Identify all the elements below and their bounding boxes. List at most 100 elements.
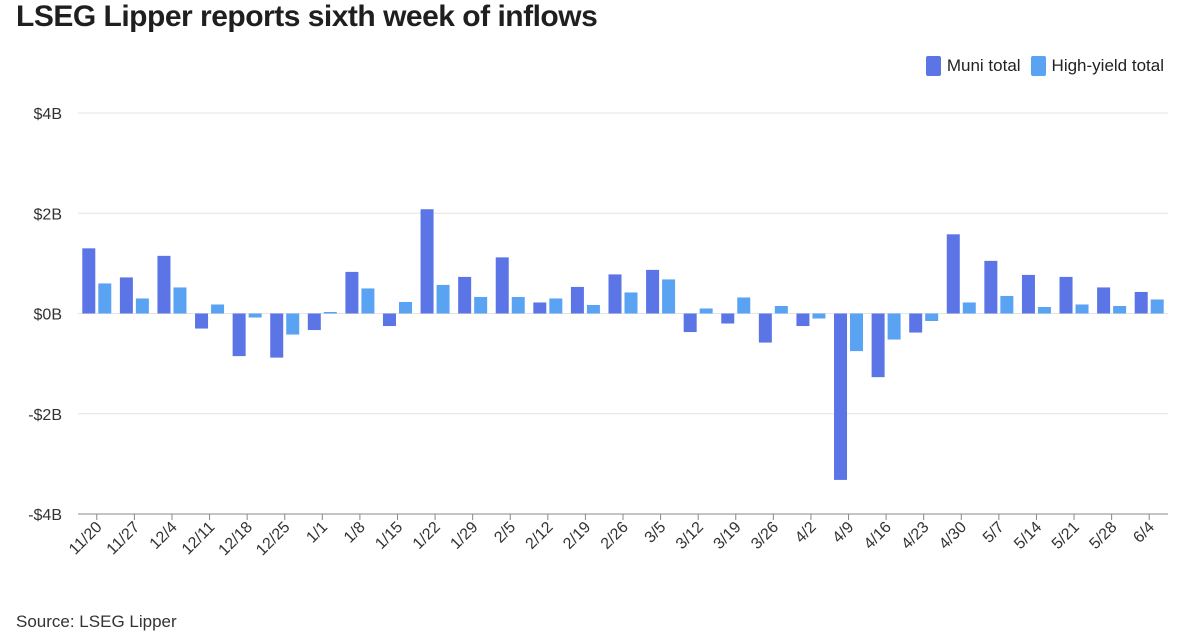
bar-muni <box>382 313 396 327</box>
bar-high-yield <box>323 311 337 314</box>
x-tick-label: 6/4 <box>1130 519 1158 547</box>
legend-swatch-high-yield <box>1030 56 1046 76</box>
legend-label-muni: Muni total <box>946 56 1021 75</box>
x-tick-label: 1/1 <box>303 519 331 547</box>
x-tick-label: 3/5 <box>642 519 670 547</box>
bar-high-yield <box>1037 306 1051 314</box>
bar-high-yield <box>1113 305 1127 314</box>
x-tick-label: 5/21 <box>1049 519 1083 553</box>
x-tick-label: 3/26 <box>748 519 782 553</box>
bar-muni <box>1059 276 1073 314</box>
x-tick-label: 4/16 <box>861 519 895 553</box>
chart-title: LSEG Lipper reports sixth week of inflow… <box>16 0 598 33</box>
bar-muni <box>984 260 998 314</box>
x-tick-label: 11/20 <box>66 519 106 559</box>
bar-high-yield <box>1150 299 1164 314</box>
bar-muni <box>721 313 735 324</box>
bar-high-yield <box>1075 304 1089 314</box>
y-tick-label: $2B <box>34 206 62 223</box>
bar-muni <box>82 248 96 314</box>
bar-muni <box>533 302 547 314</box>
y-tick-label: $0B <box>34 307 62 324</box>
x-tick-label: 12/11 <box>179 519 219 559</box>
bar-muni <box>946 234 960 314</box>
x-tick-label: 5/7 <box>980 519 1008 547</box>
bar-muni <box>1134 291 1148 314</box>
bar-high-yield <box>511 296 525 314</box>
x-tick-label: 3/12 <box>673 519 707 553</box>
x-tick-label: 12/25 <box>253 519 293 559</box>
bar-muni <box>570 286 584 314</box>
bar-muni <box>157 255 171 314</box>
bar-muni <box>307 313 321 331</box>
x-tick-label: 12/18 <box>216 519 256 559</box>
y-tick-label: -$2B <box>28 407 62 424</box>
bar-high-yield <box>812 313 826 319</box>
bar-muni <box>683 313 697 333</box>
x-tick-label: 3/19 <box>711 519 745 553</box>
bar-muni <box>1021 274 1035 314</box>
bar-muni <box>758 313 772 343</box>
x-tick-label: 4/23 <box>898 519 932 553</box>
bar-high-yield <box>887 313 901 340</box>
bar-high-yield <box>624 292 638 314</box>
bar-high-yield <box>211 304 225 314</box>
bar-muni <box>1097 287 1111 314</box>
y-tick-label: -$4B <box>28 507 62 524</box>
legend: Muni total High-yield total <box>925 56 1164 76</box>
bar-muni <box>495 257 509 314</box>
legend-swatch-muni <box>925 56 941 76</box>
x-tick-label: 4/30 <box>936 519 970 553</box>
bar-high-yield <box>737 297 751 314</box>
bar-muni <box>195 313 209 329</box>
bar-high-yield <box>398 301 412 314</box>
bar-muni <box>834 313 848 480</box>
bar-high-yield <box>173 287 187 314</box>
bar-high-yield <box>549 298 563 314</box>
bar-muni <box>232 313 246 357</box>
x-tick-label: 5/14 <box>1011 519 1045 553</box>
bar-high-yield <box>925 313 939 322</box>
bar-high-yield <box>586 304 600 314</box>
bar-muni <box>646 269 660 314</box>
bar-high-yield <box>361 288 375 314</box>
x-tick-label: 4/9 <box>830 519 858 547</box>
bar-high-yield <box>135 298 149 314</box>
bar-high-yield <box>662 279 676 314</box>
x-tick-label: 1/22 <box>410 519 444 553</box>
y-tick-label: $4B <box>34 106 62 123</box>
bar-muni <box>458 276 472 314</box>
bar-muni <box>270 313 284 358</box>
bar-muni <box>608 274 622 314</box>
bar-muni <box>420 209 434 314</box>
x-tick-label: 4/2 <box>792 519 820 547</box>
bar-muni <box>119 277 133 314</box>
x-tick-label: 11/27 <box>104 519 144 559</box>
bar-high-yield <box>248 313 262 318</box>
bar-high-yield <box>98 283 112 314</box>
x-tick-label: 1/29 <box>447 519 481 553</box>
legend-item-muni: Muni total <box>925 56 1021 76</box>
bar-high-yield <box>699 308 713 314</box>
legend-label-high-yield: High-yield total <box>1051 56 1164 75</box>
x-tick-label: 2/26 <box>598 519 632 553</box>
x-tick-label: 2/19 <box>560 519 594 553</box>
source-note: Source: LSEG Lipper <box>16 612 177 631</box>
bar-high-yield <box>436 284 450 314</box>
bar-high-yield <box>774 305 788 314</box>
x-tick-label: 1/15 <box>372 519 406 553</box>
x-tick-label: 2/5 <box>491 519 519 547</box>
bar-muni <box>345 271 359 314</box>
bar-muni <box>871 313 885 378</box>
bar-muni <box>796 313 810 327</box>
x-tick-label: 2/12 <box>523 519 557 553</box>
legend-item-high-yield: High-yield total <box>1030 56 1164 76</box>
x-tick-label: 1/8 <box>341 519 369 547</box>
bar-high-yield <box>474 296 488 314</box>
x-tick-label: 12/4 <box>147 519 181 553</box>
bar-high-yield <box>286 313 300 335</box>
bar-high-yield <box>850 313 864 352</box>
bar-muni <box>909 313 923 333</box>
bar-high-yield <box>962 302 976 314</box>
